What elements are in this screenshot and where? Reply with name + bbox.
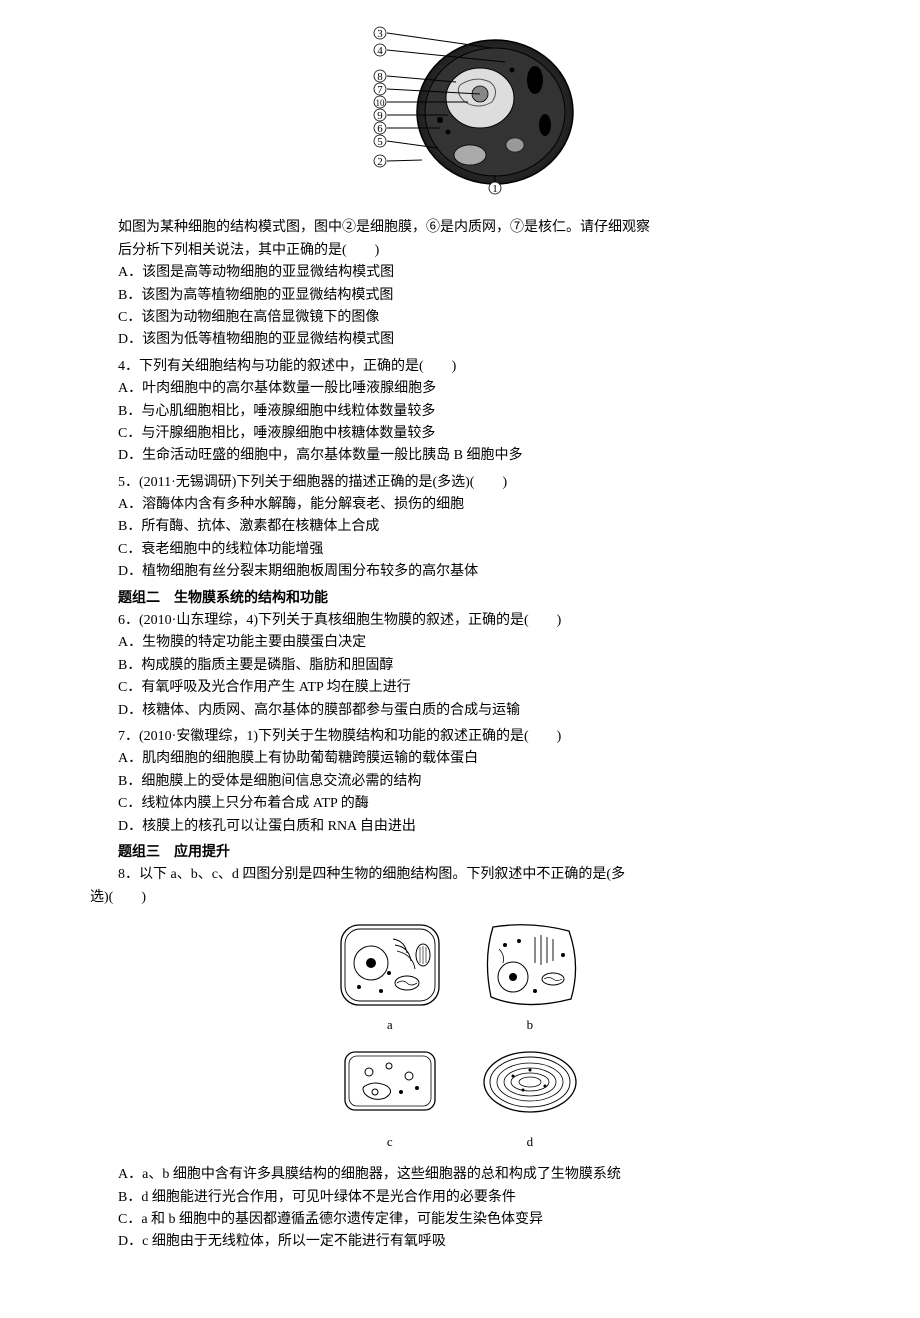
q4-option-c: C．与汗腺细胞相比，唾液腺细胞中核糖体数量较多 [90,423,830,445]
group3-header: 题组三 应用提升 [90,842,830,864]
q4-option-a: A．叶肉细胞中的高尔基体数量一般比唾液腺细胞多 [90,378,830,400]
cell-svg: 3 4 8 7 10 9 6 5 2 1 [340,20,580,195]
cell-structure-diagram: 3 4 8 7 10 9 6 5 2 1 [90,20,830,203]
q7-stem: 7．(2010·安徽理综，1)下列关于生物膜结构和功能的叙述正确的是( ) [90,726,830,748]
svg-text:1: 1 [492,183,498,195]
q7-option-c: C．线粒体内膜上只分布着合成 ATP 的酶 [90,793,830,815]
q4-stem: 4．下列有关细胞结构与功能的叙述中，正确的是( ) [90,356,830,378]
q4-option-d: D．生命活动旺盛的细胞中，高尔基体数量一般比胰岛 B 细胞中多 [90,445,830,467]
q7-option-d: D．核膜上的核孔可以让蛋白质和 RNA 自由进出 [90,816,830,838]
svg-text:2: 2 [377,156,383,168]
q8-line1: 8．以下 a、b、c、d 四图分别是四种生物的细胞结构图。下列叙述中不正确的是(… [90,864,830,886]
svg-text:6: 6 [377,123,383,135]
cell-label-b: b [527,1015,534,1036]
question-4: 4．下列有关细胞结构与功能的叙述中，正确的是( ) A．叶肉细胞中的高尔基体数量… [90,356,830,468]
q6-option-d: D．核糖体、内质网、高尔基体的膜部都参与蛋白质的合成与运输 [90,700,830,722]
question-3: 如图为某种细胞的结构模式图，图中②是细胞膜，⑥是内质网，⑦是核仁。请仔细观察 后… [90,217,830,351]
q8-option-b: B．d 细胞能进行光合作用，可见叶绿体不是光合作用的必要条件 [90,1187,830,1209]
cell-sketch-a [335,919,445,1011]
svg-text:7: 7 [377,84,383,96]
group2-header: 题组二 生物膜系统的结构和功能 [90,588,830,610]
svg-text:4: 4 [377,45,383,57]
cell-label-c: c [387,1132,393,1153]
cell-label-d: d [527,1132,534,1153]
cell-sketch-c [335,1036,445,1128]
q7-option-a: A．肌肉细胞的细胞膜上有协助葡萄糖跨膜运输的载体蛋白 [90,748,830,770]
q3-option-a: A．该图是高等动物细胞的亚显微结构模式图 [90,262,830,284]
question-6: 6．(2010·山东理综，4)下列关于真核细胞生物膜的叙述，正确的是( ) A．… [90,610,830,722]
q6-option-c: C．有氧呼吸及光合作用产生 ATP 均在膜上进行 [90,677,830,699]
q5-stem: 5．(2011·无锡调研)下列关于细胞器的描述正确的是(多选)( ) [90,472,830,494]
q8-option-d: D．c 细胞由于无线粒体，所以一定不能进行有氧呼吸 [90,1231,830,1253]
svg-text:5: 5 [377,136,383,148]
cell-sketch-d [475,1036,585,1128]
question-8: 8．以下 a、b、c、d 四图分别是四种生物的细胞结构图。下列叙述中不正确的是(… [90,864,830,1254]
svg-text:9: 9 [377,110,383,122]
q5-option-a: A．溶酶体内含有多种水解酶，能分解衰老、损伤的细胞 [90,494,830,516]
cell-label-a: a [387,1015,393,1036]
q6-option-b: B．构成膜的脂质主要是磷脂、脂肪和胆固醇 [90,655,830,677]
svg-text:10: 10 [376,98,386,108]
q3-intro2: 后分析下列相关说法，其中正确的是( ) [90,240,830,262]
question-5: 5．(2011·无锡调研)下列关于细胞器的描述正确的是(多选)( ) A．溶酶体… [90,472,830,584]
q5-option-d: D．植物细胞有丝分裂末期细胞板周围分布较多的高尔基体 [90,561,830,583]
q3-option-d: D．该图为低等植物细胞的亚显微结构模式图 [90,329,830,351]
four-cells-diagram: a b [90,919,830,1154]
svg-text:3: 3 [377,28,383,40]
q5-option-b: B．所有酶、抗体、激素都在核糖体上合成 [90,516,830,538]
q8-option-c: C．a 和 b 细胞中的基因都遵循孟德尔遗传定律，可能发生染色体变异 [90,1209,830,1231]
cell-sketch-b [475,919,585,1011]
q3-option-c: C．该图为动物细胞在高倍显微镜下的图像 [90,307,830,329]
q7-option-b: B．细胞膜上的受体是细胞间信息交流必需的结构 [90,771,830,793]
question-7: 7．(2010·安徽理综，1)下列关于生物膜结构和功能的叙述正确的是( ) A．… [90,726,830,838]
q3-option-b: B．该图为高等植物细胞的亚显微结构模式图 [90,285,830,307]
q6-option-a: A．生物膜的特定功能主要由膜蛋白决定 [90,632,830,654]
q3-intro1: 如图为某种细胞的结构模式图，图中②是细胞膜，⑥是内质网，⑦是核仁。请仔细观察 [90,217,830,239]
q6-stem: 6．(2010·山东理综，4)下列关于真核细胞生物膜的叙述，正确的是( ) [90,610,830,632]
svg-text:8: 8 [377,71,383,83]
q5-option-c: C．衰老细胞中的线粒体功能增强 [90,539,830,561]
q8-option-a: A．a、b 细胞中含有许多具膜结构的细胞器，这些细胞器的总和构成了生物膜系统 [90,1164,830,1186]
q4-option-b: B．与心肌细胞相比，唾液腺细胞中线粒体数量较多 [90,401,830,423]
q8-line2: 选)( ) [90,887,830,909]
